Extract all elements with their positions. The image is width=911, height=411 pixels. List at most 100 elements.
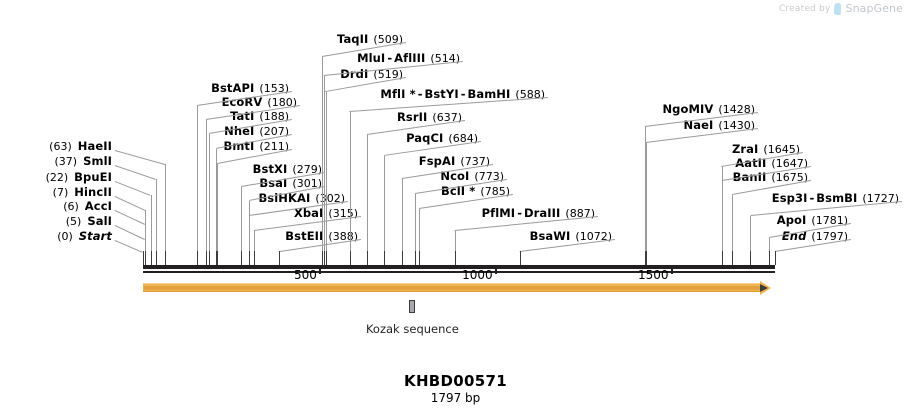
leader-line	[114, 196, 146, 211]
cut-site-tick	[279, 251, 281, 265]
enzyme-position: (207)	[259, 125, 289, 138]
enzyme-position: (180)	[267, 96, 297, 109]
enzyme-label-drdi[interactable]: DrdI (519)	[340, 68, 403, 81]
enzyme-position: (153)	[259, 82, 289, 95]
enzyme-label-bstxi[interactable]: BstXI (279)	[253, 163, 322, 176]
enzyme-label-pflmi[interactable]: PflMI - DraIII (887)	[482, 207, 595, 220]
enzyme-label-tati[interactable]: TatI (188)	[230, 110, 289, 123]
ruler-tick	[318, 265, 321, 274]
enzyme-label-acci[interactable]: (6) AccI	[63, 200, 112, 213]
cut-site-tick	[150, 251, 152, 265]
enzyme-label-smli[interactable]: (37) SmlI	[55, 155, 112, 168]
enzyme-label-end[interactable]: End (1797)	[782, 230, 848, 243]
enzyme-label-aatii[interactable]: AatII (1647)	[735, 157, 808, 170]
enzyme-position: (37)	[54, 155, 78, 168]
enzyme-name-separator: -	[460, 87, 466, 101]
enzyme-label-banii[interactable]: BanII (1675)	[733, 171, 808, 184]
enzyme-label-hincii[interactable]: (7) HincII	[53, 186, 112, 199]
ruler-label: 500	[293, 268, 317, 282]
enzyme-label-fspai[interactable]: FspAI (737)	[419, 155, 490, 168]
enzyme-label-ngomiv[interactable]: NgoMIV (1428)	[662, 103, 755, 116]
leader-line	[114, 225, 145, 240]
enzyme-label-nhei[interactable]: NheI (207)	[224, 125, 289, 138]
enzyme-name: BstAPI	[211, 81, 255, 95]
enzyme-name: BclI *	[440, 184, 476, 198]
ruler-tick	[494, 265, 497, 274]
enzyme-label-start[interactable]: (0) Start	[57, 230, 112, 243]
cut-site-drop-line	[349, 112, 351, 265]
cut-site-drop-line	[217, 164, 219, 265]
enzyme-position: (509)	[373, 33, 403, 46]
cut-site-tick	[144, 251, 146, 265]
enzyme-label-apoi[interactable]: ApoI (1781)	[777, 214, 848, 227]
cut-site-drop-line	[206, 120, 208, 265]
enzyme-name: TatI	[230, 109, 255, 123]
ruler-tick	[670, 265, 673, 274]
enzyme-label-bsawi[interactable]: BsaWI (1072)	[530, 230, 612, 243]
leader-line	[114, 210, 146, 225]
enzyme-label-paqci[interactable]: PaqCI (684)	[406, 132, 478, 145]
enzyme-label-bsai[interactable]: BsaI (301)	[259, 177, 322, 190]
enzyme-position: (519)	[373, 68, 403, 81]
cut-site-drop-line	[645, 143, 647, 265]
enzyme-label-zrai[interactable]: ZraI (1645)	[732, 143, 800, 156]
enzyme-position: (588)	[515, 88, 545, 101]
enzyme-name: NaeI	[683, 118, 714, 132]
cut-site-tick	[645, 251, 647, 265]
cut-site-tick	[156, 251, 157, 265]
ruler-label: 1500	[637, 268, 669, 282]
orf-arrow[interactable]	[143, 279, 775, 295]
enzyme-position: (302)	[315, 192, 345, 205]
enzyme-name: DrdI	[340, 67, 369, 81]
enzyme-position: (1645)	[763, 143, 800, 156]
enzyme-position: (737)	[460, 155, 490, 168]
cut-site-tick	[775, 251, 776, 265]
enzyme-label-ecorv[interactable]: EcoRV (180)	[222, 96, 297, 109]
cut-site-drop-line	[402, 179, 404, 265]
enzyme-name-separator: -	[417, 87, 423, 101]
enzyme-label-naei[interactable]: NaeI (1430)	[684, 119, 755, 132]
cut-site-drop-line	[454, 231, 456, 265]
cut-site-tick	[322, 251, 323, 265]
cut-site-tick	[165, 251, 167, 265]
enzyme-position: (6)	[63, 200, 79, 213]
enzyme-label-bcli[interactable]: BclI * (785)	[441, 185, 510, 198]
feature-kozak-sequence[interactable]	[409, 300, 416, 313]
enzyme-label-mfli[interactable]: MflI * - BstYI - BamHI (588)	[380, 88, 545, 101]
enzyme-name: BstYI	[424, 87, 459, 101]
enzyme-name: BamHI	[467, 87, 511, 101]
cut-site-drop-line	[323, 76, 325, 265]
enzyme-label-haeii[interactable]: (63) HaeII	[49, 140, 112, 153]
enzyme-label-bpuei[interactable]: (22) BpuEI	[46, 171, 112, 184]
cut-site-tick	[722, 251, 724, 265]
enzyme-position: (315)	[328, 207, 358, 220]
cut-site-tick	[196, 251, 198, 265]
cut-site-drop-line	[165, 164, 167, 265]
enzyme-position: (63)	[49, 140, 72, 153]
enzyme-label-bstapi[interactable]: BstAPI (153)	[211, 82, 289, 95]
enzyme-name: TaqII	[336, 32, 369, 46]
cut-site-tick	[209, 251, 211, 265]
snapgene-watermark: Created by SnapGene	[779, 2, 903, 15]
enzyme-name: HincII	[74, 185, 112, 199]
enzyme-label-bmti[interactable]: BmtI (211)	[223, 140, 289, 153]
enzyme-name-separator: -	[387, 51, 393, 65]
enzyme-label-rsrii[interactable]: RsrII (637)	[397, 111, 462, 124]
cut-site-drop-line	[750, 216, 752, 265]
enzyme-label-esp3i[interactable]: Esp3I - BsmBI (1727)	[772, 192, 899, 205]
enzyme-label-taqii[interactable]: TaqII (509)	[337, 33, 403, 46]
enzyme-name: AccI	[84, 199, 112, 213]
enzyme-position: (22)	[45, 171, 69, 184]
cut-site-drop-line	[419, 209, 421, 265]
enzyme-label-mlui[interactable]: MluI - AflIII (514)	[357, 52, 460, 65]
enzyme-label-sali[interactable]: (5) SalI	[66, 215, 112, 228]
enzyme-name: BsaI	[259, 176, 288, 190]
cut-site-tick	[217, 251, 219, 265]
enzyme-position: (637)	[432, 111, 462, 124]
enzyme-label-ncoi[interactable]: NcoI (773)	[440, 170, 504, 183]
enzyme-label-bsihkai[interactable]: BsiHKAI (302)	[258, 192, 345, 205]
sequence-backbone-baseline	[143, 271, 775, 273]
watermark-brand: SnapGene	[845, 2, 903, 15]
cut-site-tick	[323, 251, 325, 265]
cut-site-drop-line	[150, 195, 152, 265]
